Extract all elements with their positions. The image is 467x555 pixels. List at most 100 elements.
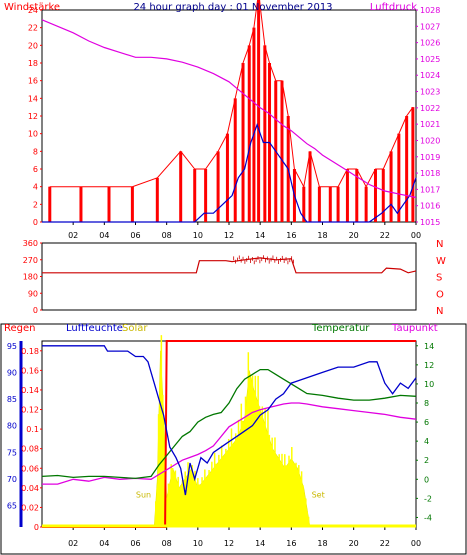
humidity-tick-label: 65 [7,502,17,511]
pressure-tick-label: 1027 [420,22,440,31]
wind-tick-label: 12 [28,112,38,121]
x-tick-label: 04 [99,539,109,548]
pressure-tick-label: 1023 [420,88,440,97]
wind-tick-label: 18 [28,59,38,68]
wind-tick-label: 8 [33,147,38,156]
temperature-tick-label: 10 [424,380,434,389]
x-tick-label: 20 [349,231,359,240]
x-tick-label: 14 [255,231,265,240]
solar-label: Solar [122,323,148,334]
temperature-label: Temperatur [311,323,370,334]
x-tick-label: 22 [380,231,390,240]
temperature-tick-label: 8 [424,399,429,408]
x-tick-label: 18 [317,231,327,240]
panel-frame-1 [41,9,417,223]
humidity-line [42,345,417,496]
rain-tick-label: 0.02 [21,503,39,512]
direction-tick-label: 180 [23,273,38,282]
pressure-tick-label: 1022 [420,104,440,113]
wind-tick-label: 14 [28,94,38,103]
wind-speed-line [42,122,417,223]
rain-tick-label: 0 [34,523,39,532]
humidity-label: Luftfeuchte [66,323,123,334]
compass-label: W [436,256,446,267]
humidity-tick-label: 85 [7,395,17,404]
x-tick-label: 08 [162,231,172,240]
chart-title: 24 hour graph day : 01 November 2013 [133,2,332,13]
temperature-tick-label: 12 [424,361,434,370]
x-tick-label: 22 [380,539,390,548]
x-tick-label: 02 [68,539,78,548]
wind-tick-label: 16 [28,77,38,86]
x-tick-label: 10 [193,231,203,240]
rain-tick-label: 0.16 [21,366,39,375]
direction-tick-label: 0 [33,306,38,315]
pressure-tick-label: 1024 [420,71,440,80]
rain-tick-label: 0.04 [21,484,39,493]
lower-panel-border [0,323,467,555]
temperature-tick-label: 14 [424,342,434,351]
panel-frame-2 [41,242,417,311]
temperature-tick-label: -2 [424,494,432,503]
pressure-tick-label: 1025 [420,55,440,64]
wind-axis-label: Windstärke [4,2,60,13]
direction-tick-label: 90 [28,289,38,298]
wind-tick-label: 10 [28,130,38,139]
compass-label: N [436,306,443,317]
temperature-tick-label: 6 [424,418,429,427]
wind-direction-line [42,257,417,274]
rain-tick-label: 0.12 [21,406,39,415]
humidity-tick-label: 95 [7,342,17,351]
pressure-tick-label: 1028 [420,6,440,15]
humidity-tick-label: 70 [7,475,17,484]
x-tick-label: 12 [224,231,234,240]
pressure-tick-label: 1019 [420,153,440,162]
x-tick-label: 18 [317,539,327,548]
rain-tick-label: 0.18 [21,347,39,356]
pressure-tick-label: 1017 [420,185,440,194]
x-tick-label: 14 [255,539,265,548]
compass-label: O [436,289,444,300]
pressure-line [41,19,417,199]
temperature-line [41,368,417,480]
rain-tick-label: 0.14 [21,386,39,395]
x-tick-label: 20 [349,539,359,548]
humidity-tick-label: 90 [7,368,17,377]
x-tick-label: 04 [99,231,109,240]
wind-tick-label: 22 [28,24,38,33]
x-tick-label: 16 [286,231,296,240]
x-tick-label: 08 [162,539,172,548]
sunset-label: Set [312,491,325,500]
pressure-tick-label: 1015 [420,218,440,227]
dewpoint-label: Taupunkt [391,323,438,334]
wind-gust-line [49,0,414,189]
wind-tick-label: 24 [28,6,38,15]
pressure-tick-label: 1020 [420,136,440,145]
rain-label: Regen [4,323,36,334]
x-tick-label: 12 [224,539,234,548]
humidity-tick-label: 75 [7,448,17,457]
rain-tick-label: 0.1 [26,425,39,434]
pressure-tick-label: 1018 [420,169,440,178]
wind-tick-label: 20 [28,41,38,50]
x-tick-label: 06 [130,231,140,240]
sunrise-label: Sun [136,491,151,500]
compass-label: S [436,273,442,284]
wind-tick-label: 4 [33,183,38,192]
compass-label: N [436,239,443,250]
wind-tick-label: 6 [33,165,38,174]
direction-tick-label: 360 [23,239,38,248]
x-tick-label: 16 [286,539,296,548]
direction-tick-label: 270 [23,256,38,265]
temperature-tick-label: -4 [424,513,432,522]
pressure-tick-label: 1016 [420,202,440,211]
x-tick-label: 00 [411,539,421,548]
wind-tick-label: 0 [33,218,38,227]
x-tick-label: 02 [68,231,78,240]
wind-tick-label: 2 [33,200,38,209]
rain-tick-label: 0.08 [21,445,39,454]
x-tick-label: 06 [130,539,140,548]
temperature-tick-label: 4 [424,437,429,446]
pressure-axis-label: Luftdruck [370,2,417,13]
